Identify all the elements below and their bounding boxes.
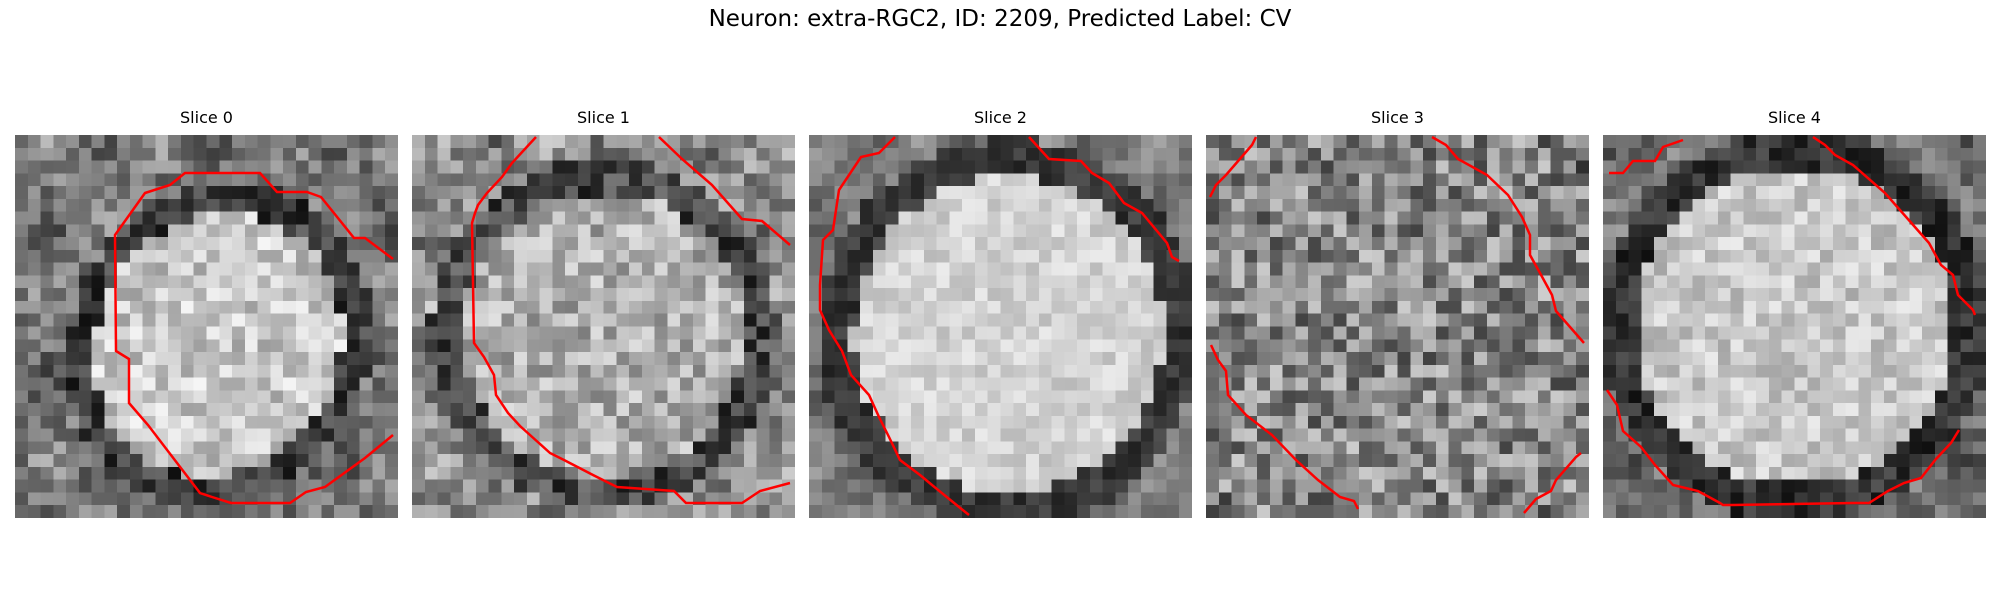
microscopy-image bbox=[1206, 135, 1589, 518]
figure-title: Neuron: extra-RGC2, ID: 2209, Predicted … bbox=[708, 6, 1292, 32]
microscopy-image bbox=[15, 135, 398, 518]
microscopy-image bbox=[412, 135, 795, 518]
slice-panel-3: Slice 3 bbox=[1206, 108, 1589, 518]
slice-title: Slice 3 bbox=[1371, 108, 1424, 127]
slice-panel-2: Slice 2 bbox=[809, 108, 1192, 518]
microscopy-image bbox=[809, 135, 1192, 518]
microscopy-image bbox=[1603, 135, 1986, 518]
slice-panel-4: Slice 4 bbox=[1603, 108, 1986, 518]
slice-title: Slice 2 bbox=[974, 108, 1027, 127]
slice-panel-0: Slice 0 bbox=[15, 108, 398, 518]
slice-title: Slice 4 bbox=[1768, 108, 1821, 127]
slice-panel-1: Slice 1 bbox=[412, 108, 795, 518]
slice-title: Slice 1 bbox=[577, 108, 630, 127]
slice-title: Slice 0 bbox=[180, 108, 233, 127]
